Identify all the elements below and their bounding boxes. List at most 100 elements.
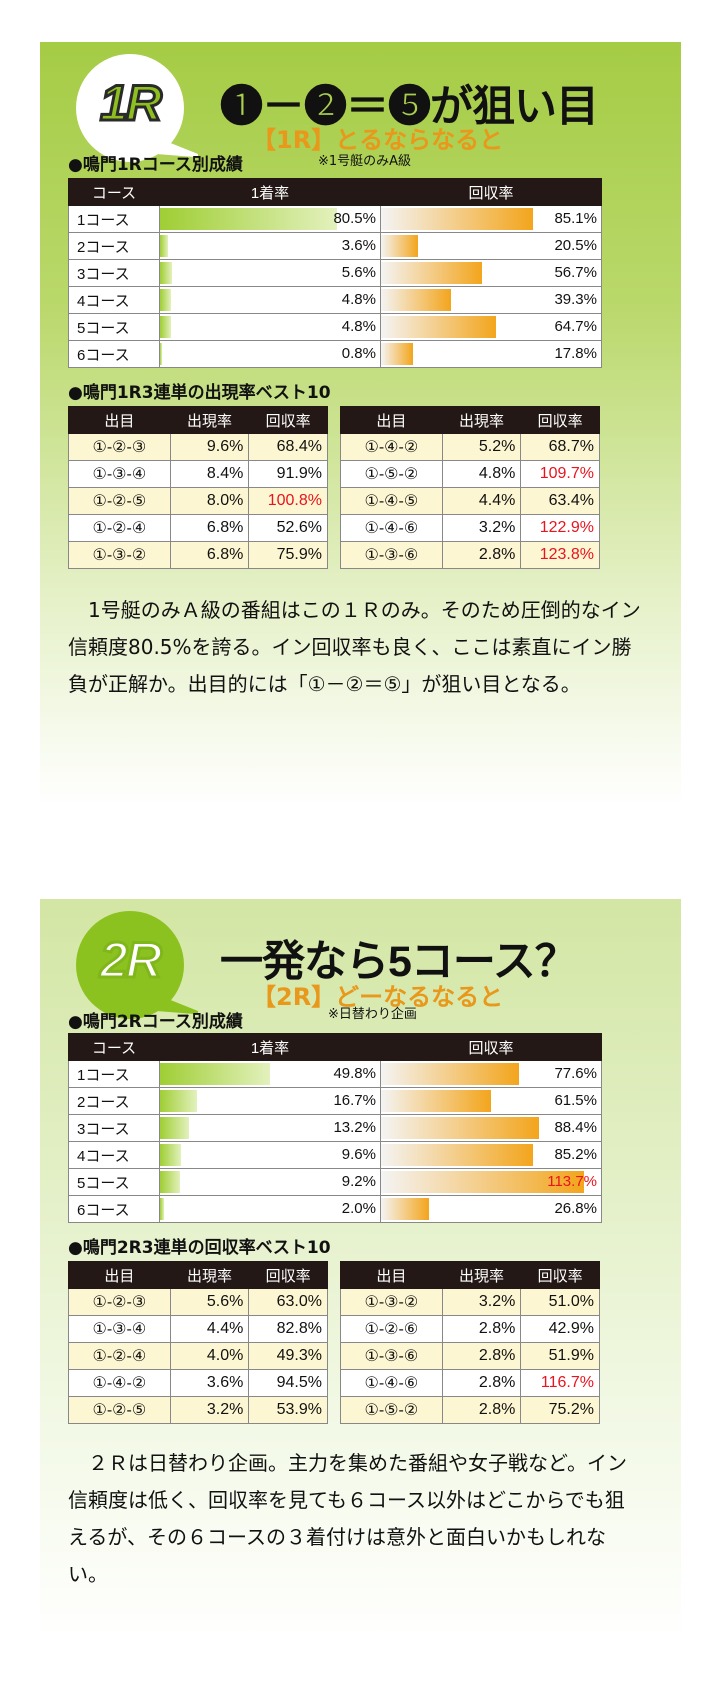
race1-combo-table-right: 出目 出現率 回収率 ①-④-② 5.2% 68.7% ①-⑤-② 4.8% 109.7%… [340, 406, 600, 569]
return-rate-cell: 63.4% [520, 487, 600, 515]
combo-cell: ①-④-② [340, 433, 443, 461]
appearance-rate-cell: 4.4% [441, 487, 522, 515]
table-row: ①-②-④ 6.8% 52.6% [68, 514, 328, 542]
table-row: ①-②-③ 5.6% 63.0% [68, 1288, 328, 1316]
win-rate-cell: 5.6% [159, 259, 381, 287]
return-rate-cell: 85.1% [380, 205, 602, 233]
win-rate-bar [160, 208, 338, 230]
win-rate-value: 4.8% [341, 318, 376, 335]
appearance-rate-cell: 4.8% [441, 460, 522, 488]
return-rate-cell: 100.8% [248, 487, 328, 515]
race2-paragraph: ２Ｒは日替わり企画。主力を集めた番組や女子戦など。イン信頼度は低く、回収率を見て… [68, 1451, 627, 1586]
win-rate-cell: 80.5% [159, 205, 381, 233]
course-name: 1コース [68, 1060, 160, 1088]
race2-section: 2R 一発なら5コース？ 【2R】どーなるなると ●鳴門2Rコース別成績 ※日替… [40, 899, 681, 1644]
combo-cell: ①-③-⑥ [340, 541, 443, 569]
appearance-rate-cell: 3.2% [441, 1288, 522, 1316]
appearance-rate-cell: 2.8% [441, 1396, 522, 1424]
race2-badge: 2R [68, 907, 198, 1025]
return-rate-value: 17.8% [554, 345, 597, 362]
return-rate-cell: 20.5% [380, 232, 602, 260]
race2-headline: 一発なら5コース？ [220, 938, 578, 986]
combo-cell: ①-④-⑥ [340, 514, 443, 542]
header-return-rate: 回収率 [520, 1261, 600, 1289]
return-rate-cell: 109.7% [520, 460, 600, 488]
win-rate-bar [160, 235, 168, 257]
appearance-rate-cell: 4.4% [169, 1315, 250, 1343]
return-rate-cell: 68.7% [520, 433, 600, 461]
course-name: 6コース [68, 340, 160, 368]
race1-headline: ❶－❷＝❺が狙い目 [220, 83, 599, 131]
race2-course-table: コース 1着率 回収率 1コース 49.8% 77.6% 2コース 16.7% 61.5%… [68, 1033, 602, 1223]
return-rate-cell: 75.2% [520, 1396, 600, 1424]
return-rate-bar [381, 343, 413, 365]
return-rate-bar [381, 235, 418, 257]
win-rate-value: 80.5% [333, 210, 376, 227]
combo-cell: ①-④-⑥ [340, 1369, 443, 1397]
combo-cell: ①-③-④ [68, 1315, 171, 1343]
table-row: ①-③-② 6.8% 75.9% [68, 541, 328, 569]
return-rate-cell: 85.2% [380, 1141, 602, 1169]
table-row: 1コース 49.8% 77.6% [68, 1060, 602, 1088]
win-rate-cell: 9.2% [159, 1168, 381, 1196]
return-rate-value: 20.5% [554, 237, 597, 254]
return-rate-cell: 42.9% [520, 1315, 600, 1343]
win-rate-bar [160, 289, 171, 311]
win-rate-value: 9.2% [341, 1173, 376, 1190]
return-rate-bar [381, 262, 483, 284]
speech-bubble-icon [76, 911, 198, 1019]
table-row: ①-④-⑥ 2.8% 116.7% [340, 1369, 600, 1397]
table-row: 6コース 2.0% 26.8% [68, 1195, 602, 1223]
return-rate-value: 85.2% [554, 1146, 597, 1163]
win-rate-bar [160, 1198, 165, 1220]
return-rate-bar [381, 316, 497, 338]
course-name: 6コース [68, 1195, 160, 1223]
win-rate-bar [160, 343, 162, 365]
win-rate-value: 13.2% [333, 1119, 376, 1136]
table-row: ①-②-⑤ 3.2% 53.9% [68, 1396, 328, 1424]
win-rate-bar [160, 1171, 181, 1193]
combo-cell: ①-②-④ [68, 514, 171, 542]
combo-cell: ①-②-⑤ [68, 487, 171, 515]
return-rate-cell: 116.7% [520, 1369, 600, 1397]
race1-note: ※1号艇のみA級 [318, 154, 412, 169]
win-rate-cell: 4.8% [159, 313, 381, 341]
return-rate-cell: 77.6% [380, 1060, 602, 1088]
return-rate-cell: 122.9% [520, 514, 600, 542]
combo-cell: ①-②-⑤ [68, 1396, 171, 1424]
appearance-rate-cell: 8.4% [169, 460, 250, 488]
appearance-rate-cell: 6.8% [169, 541, 250, 569]
race1-section: 1R ❶－❷＝❺が狙い目 【1R】とるならなると ●鳴門1Rコース別成績 ※1号… [40, 42, 681, 807]
race1-badge: 1R [68, 50, 198, 168]
header-win-rate: 1着率 [159, 1033, 381, 1061]
return-rate-cell: 39.3% [380, 286, 602, 314]
return-rate-cell: 82.8% [248, 1315, 328, 1343]
return-rate-bar [381, 1144, 533, 1166]
header-course: コース [68, 178, 160, 206]
table-row: 5コース 4.8% 64.7% [68, 313, 602, 341]
combo-cell: ①-③-⑥ [340, 1342, 443, 1370]
win-rate-cell: 3.6% [159, 232, 381, 260]
win-rate-value: 5.6% [341, 264, 376, 281]
combo-cell: ①-②-④ [68, 1342, 171, 1370]
return-rate-cell: 61.5% [380, 1087, 602, 1115]
header-combo: 出目 [68, 406, 171, 434]
combo-cell: ①-⑤-② [340, 460, 443, 488]
table-row: 2コース 16.7% 61.5% [68, 1087, 602, 1115]
table-row: ①-③-⑥ 2.8% 123.8% [340, 541, 600, 569]
table-row: ①-④-② 5.2% 68.7% [340, 433, 600, 461]
table-row: 6コース 0.8% 17.8% [68, 340, 602, 368]
table-row: 2コース 3.6% 20.5% [68, 232, 602, 260]
win-rate-value: 9.6% [341, 1146, 376, 1163]
appearance-rate-cell: 3.2% [169, 1396, 250, 1424]
return-rate-cell: 52.6% [248, 514, 328, 542]
header-course: コース [68, 1033, 160, 1061]
table-row: ①-②-③ 9.6% 68.4% [68, 433, 328, 461]
course-name: 2コース [68, 1087, 160, 1115]
race2-combo-table-right: 出目 出現率 回収率 ①-③-② 3.2% 51.0% ①-②-⑥ 2.8% 42.9% ①… [340, 1261, 600, 1424]
table-row: 5コース 9.2% 113.7% [68, 1168, 602, 1196]
return-rate-cell: 94.5% [248, 1369, 328, 1397]
appearance-rate-cell: 2.8% [441, 1369, 522, 1397]
return-rate-bar [381, 289, 452, 311]
win-rate-cell: 0.8% [159, 340, 381, 368]
